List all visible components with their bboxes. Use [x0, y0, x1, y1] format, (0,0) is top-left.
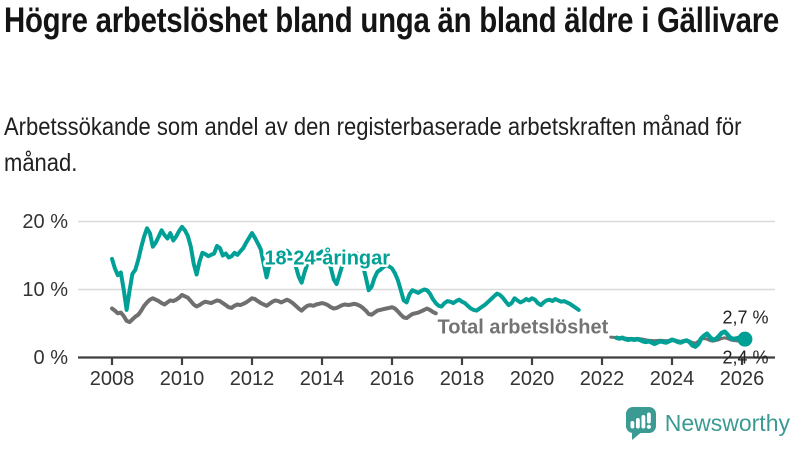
x-tick-label: 2014 [300, 368, 345, 390]
series-line-total-2008-2017 [110, 292, 438, 325]
y-tick-label: 0 % [34, 347, 69, 369]
page-title: Högre arbetslöshet bland unga än bland ä… [4, 1, 779, 40]
series-label-total: Total arbetslöshet [438, 317, 609, 339]
y-tick-label: 20 % [22, 211, 68, 233]
newsworthy-wordmark: Newsworthy [664, 409, 790, 436]
x-tick-label: 2010 [160, 368, 205, 390]
series-line-young-2008-2021 [110, 224, 581, 313]
x-tick-label: 2022 [580, 368, 625, 390]
x-tick-label: 2018 [440, 368, 485, 390]
series-end-dot-young-2022-2026 [737, 331, 753, 347]
newsworthy-bubble-chart-icon [625, 407, 656, 440]
end-value-total: 2,4 % [722, 347, 768, 367]
y-tick-label: 10 % [22, 279, 68, 301]
x-tick-label: 2008 [90, 368, 135, 390]
series-line-young-2022-2026 [614, 329, 748, 349]
newsworthy-logo[interactable]: Newsworthy [624, 406, 790, 440]
x-tick-label: 2016 [370, 368, 415, 390]
x-tick-label: 2026 [720, 368, 765, 390]
x-tick-label: 2020 [510, 368, 555, 390]
series-label-young: 18-24-åringar [264, 246, 390, 269]
end-value-young: 2,7 % [722, 308, 768, 328]
x-tick-label: 2012 [230, 368, 275, 390]
unemployment-line-chart: 0 % 10 % 20 % 2008 2010 2012 2014 2016 2018 2020 2… [22, 211, 775, 390]
chart-subtitle: Arbetssökande som andel av den registerb… [4, 113, 742, 177]
x-tick-label: 2024 [650, 368, 695, 390]
